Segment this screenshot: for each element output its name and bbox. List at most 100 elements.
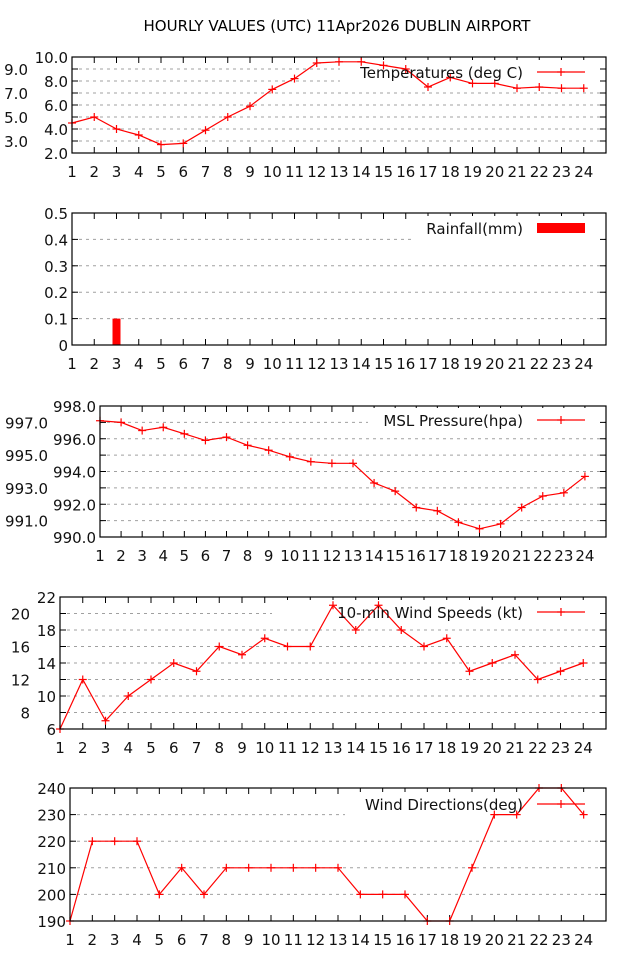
y-tick-label: 994.0 xyxy=(53,464,96,482)
x-tick-label: 22 xyxy=(530,163,549,181)
x-tick-label: 7 xyxy=(199,931,209,949)
x-tick-label: 22 xyxy=(528,739,547,757)
x-tick-label: 17 xyxy=(418,931,437,949)
y-tick-label: 16 xyxy=(11,639,30,657)
x-tick-label: 13 xyxy=(329,355,348,373)
x-tick-label: 1 xyxy=(67,163,77,181)
x-tick-label: 20 xyxy=(485,931,504,949)
x-tick-label: 12 xyxy=(307,355,326,373)
x-tick-label: 9 xyxy=(264,547,274,565)
y-tick-label: 8.0 xyxy=(44,73,68,91)
x-tick-label: 2 xyxy=(89,355,99,373)
x-tick-label: 8 xyxy=(223,355,233,373)
x-tick-label: 11 xyxy=(278,739,297,757)
x-tick-label: 2 xyxy=(89,163,99,181)
series-line xyxy=(59,604,584,730)
x-tick-label: 22 xyxy=(529,931,548,949)
y-tick-label: 991.0 xyxy=(5,513,48,531)
y-tick-label: 200 xyxy=(37,886,66,904)
y-tick-label: 5.0 xyxy=(4,109,28,127)
x-tick-label: 12 xyxy=(301,739,320,757)
x-tick-label: 9 xyxy=(245,163,255,181)
y-tick-label: 10 xyxy=(37,688,56,706)
x-tick-label: 14 xyxy=(365,547,384,565)
x-tick-label: 12 xyxy=(307,163,326,181)
legend-label: Temperatures (deg C) xyxy=(359,64,523,82)
y-tick-label: 7.0 xyxy=(4,85,28,103)
y-tick-label: 0.5 xyxy=(44,205,68,223)
x-tick-label: 20 xyxy=(491,547,510,565)
x-tick-label: 23 xyxy=(552,163,571,181)
x-tick-label: 5 xyxy=(156,163,166,181)
y-tick-label: 14 xyxy=(37,655,56,673)
y-tick-label: 6.0 xyxy=(44,97,68,115)
x-tick-label: 3 xyxy=(112,163,122,181)
page-title: HOURLY VALUES (UTC) 11Apr2026 DUBLIN AIR… xyxy=(143,17,531,35)
y-tick-label: 230 xyxy=(37,807,66,825)
x-tick-label: 9 xyxy=(245,355,255,373)
y-tick-label: 0.2 xyxy=(44,284,68,302)
x-tick-label: 21 xyxy=(505,739,524,757)
x-tick-label: 3 xyxy=(137,547,147,565)
plot-frame xyxy=(99,405,607,538)
y-tick-label: 998.0 xyxy=(53,398,96,416)
y-tick-label: 995.0 xyxy=(5,447,48,465)
y-tick-label: 6 xyxy=(46,721,56,739)
x-tick-label: 8 xyxy=(223,163,233,181)
x-tick-label: 10 xyxy=(280,547,299,565)
x-tick-label: 23 xyxy=(552,355,571,373)
x-tick-label: 22 xyxy=(533,547,552,565)
y-tick-label: 9.0 xyxy=(4,61,28,79)
legend-label: MSL Pressure(hpa) xyxy=(383,412,523,430)
x-tick-label: 5 xyxy=(155,931,165,949)
x-tick-label: 4 xyxy=(123,739,133,757)
x-tick-label: 15 xyxy=(374,163,393,181)
y-tick-label: 18 xyxy=(37,622,56,640)
x-tick-label: 24 xyxy=(574,355,593,373)
x-tick-label: 6 xyxy=(169,739,179,757)
plot-frame xyxy=(69,787,607,922)
x-tick-label: 2 xyxy=(88,931,98,949)
x-tick-label: 7 xyxy=(192,739,202,757)
y-tick-label: 993.0 xyxy=(5,480,48,498)
x-tick-label: 21 xyxy=(507,163,526,181)
x-tick-label: 15 xyxy=(369,739,388,757)
x-tick-label: 6 xyxy=(177,931,187,949)
chart-3: 990.0 991.0 992.0 993.0 994.0 995.0 996.0 997.0… xyxy=(5,398,607,565)
x-tick-label: 5 xyxy=(156,355,166,373)
x-tick-label: 8 xyxy=(243,547,253,565)
x-tick-label: 24 xyxy=(575,547,594,565)
x-tick-label: 2 xyxy=(116,547,126,565)
x-tick-label: 8 xyxy=(222,931,232,949)
x-tick-label: 10 xyxy=(263,163,282,181)
x-tick-label: 6 xyxy=(178,355,188,373)
x-tick-label: 20 xyxy=(483,739,502,757)
x-tick-label: 4 xyxy=(134,163,144,181)
x-tick-label: 11 xyxy=(285,163,304,181)
y-tick-label: 240 xyxy=(37,780,66,798)
x-tick-label: 5 xyxy=(180,547,190,565)
x-tick-label: 18 xyxy=(441,355,460,373)
legend-swatch xyxy=(537,223,585,233)
x-tick-label: 10 xyxy=(263,355,282,373)
x-tick-label: 13 xyxy=(343,547,362,565)
plot-frame xyxy=(71,212,607,346)
x-tick-label: 17 xyxy=(418,355,437,373)
y-tick-label: 12 xyxy=(11,672,30,690)
x-tick-label: 23 xyxy=(554,547,573,565)
x-tick-label: 1 xyxy=(67,355,77,373)
x-tick-label: 24 xyxy=(574,739,593,757)
x-tick-label: 13 xyxy=(329,163,348,181)
x-tick-label: 12 xyxy=(322,547,341,565)
x-tick-label: 4 xyxy=(132,931,142,949)
x-tick-label: 18 xyxy=(437,739,456,757)
x-tick-label: 18 xyxy=(449,547,468,565)
plot-frame xyxy=(71,56,607,154)
y-tick-label: 10.0 xyxy=(35,49,68,67)
y-tick-label: 0.3 xyxy=(44,258,68,276)
x-tick-label: 10 xyxy=(255,739,274,757)
x-tick-label: 14 xyxy=(351,931,370,949)
